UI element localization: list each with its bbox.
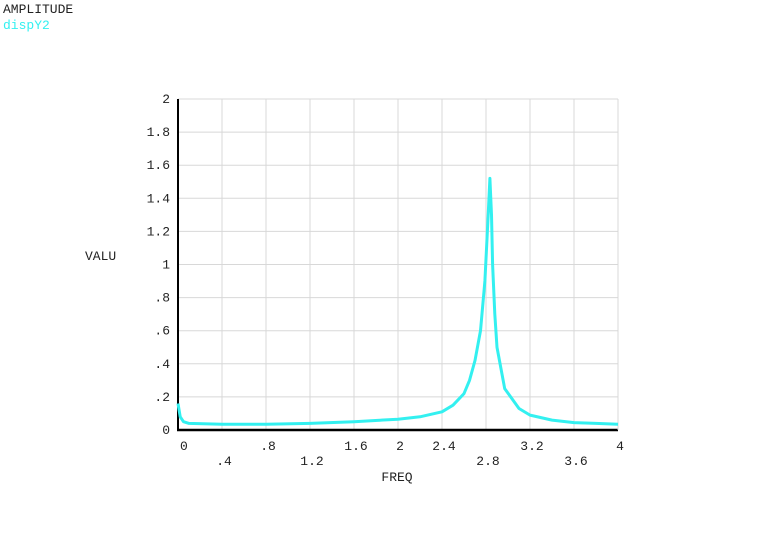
- y-tick-label: 2: [162, 92, 170, 107]
- x-tick-label: 2.4: [432, 439, 456, 454]
- y-tick-label: .8: [154, 291, 170, 306]
- x-tick-label: 1.6: [344, 439, 367, 454]
- y-tick-label: 1.4: [147, 191, 171, 206]
- y-tick-label: 1.6: [147, 158, 170, 173]
- y-axis-label: VALU: [85, 249, 116, 264]
- legend-entry: dispY2: [3, 18, 50, 33]
- x-axis-label: FREQ: [381, 470, 412, 485]
- y-tick-label: 1.8: [147, 125, 170, 140]
- x-tick-label: 0: [180, 439, 188, 454]
- y-tick-label: 1.2: [147, 224, 170, 239]
- x-tick-label: 2.8: [476, 454, 499, 469]
- x-tick-label: .4: [216, 454, 232, 469]
- x-tick-label: .8: [260, 439, 276, 454]
- y-tick-label: 0: [162, 423, 170, 438]
- y-tick-label: .6: [154, 324, 170, 339]
- x-tick-label: 3.2: [520, 439, 543, 454]
- y-tick-label: .2: [154, 390, 170, 405]
- x-tick-label: 2: [396, 439, 404, 454]
- x-tick-label: 3.6: [564, 454, 587, 469]
- x-tick-label: 1.2: [300, 454, 323, 469]
- x-tick-label: 4: [616, 439, 624, 454]
- data-line: [176, 176, 619, 426]
- y-tick-label: .4: [154, 357, 170, 372]
- y-tick-label: 1: [162, 258, 170, 273]
- chart-title: AMPLITUDE: [3, 2, 73, 17]
